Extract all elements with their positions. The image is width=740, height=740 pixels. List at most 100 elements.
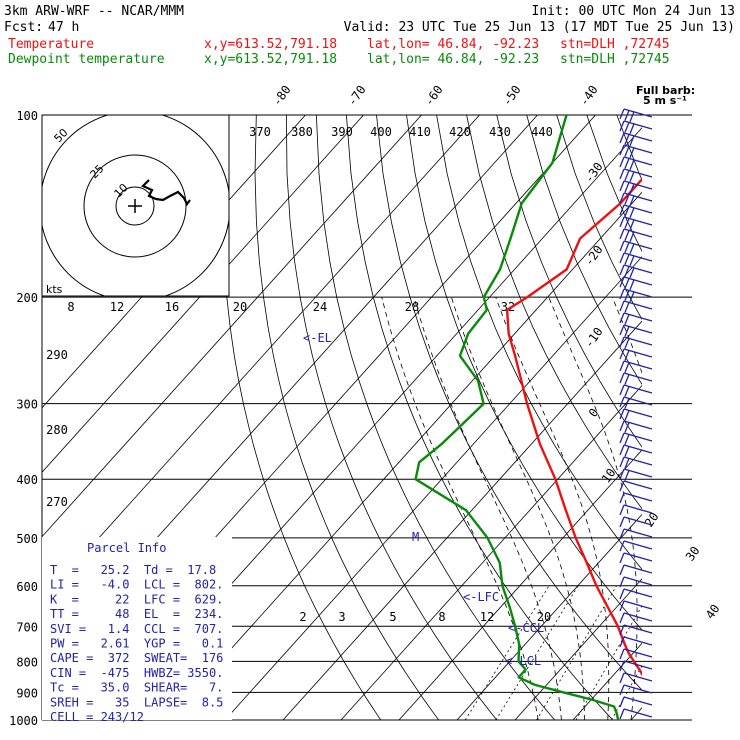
wind-barb-flag	[619, 504, 625, 516]
wind-barb-icon	[619, 348, 653, 361]
dry-adiabat-line	[286, 115, 498, 720]
wind-barb-icon	[619, 420, 653, 433]
dry-adiabat-line	[496, 115, 642, 448]
mixing-ratio-top-label: 20	[233, 300, 247, 314]
isotherm-line	[224, 256, 642, 720]
isotherm-label: -30	[582, 160, 606, 186]
wind-barb-flag	[619, 648, 625, 660]
wind-barb-icon	[619, 480, 653, 492]
wind-barb-flag	[624, 158, 630, 169]
wind-barb-flag	[619, 156, 625, 168]
wind-barb-flag	[624, 278, 630, 289]
parcel-info-row: SREH = 35 LAPSE= 8.5	[50, 695, 223, 709]
wind-barb-flag	[619, 228, 625, 240]
wind-barb-shaft	[623, 600, 653, 610]
wind-barb-flag	[619, 576, 625, 588]
wind-barb-flag	[619, 168, 625, 180]
theta-label: 270	[46, 495, 68, 509]
wind-barb-icon	[619, 648, 653, 660]
wind-barb-flag	[624, 362, 630, 373]
dry-adiabat-line	[647, 115, 740, 720]
wind-barb-flag	[619, 612, 625, 624]
wind-barb-flag	[619, 336, 625, 348]
ccl-marker: <-CCL	[508, 621, 544, 635]
wind-barb-icon	[619, 552, 653, 564]
wind-barb-flag	[629, 111, 635, 123]
mixing-ratio-top-label: 28	[405, 300, 419, 314]
wind-barb-flag	[629, 219, 635, 231]
wind-barb-flag	[629, 291, 635, 303]
mixing-ratio-low-label: 5	[389, 610, 396, 624]
hodograph-center-icon	[128, 199, 142, 213]
pressure-axis: 100 200 300 400 500 600 700 800 900 1000	[9, 109, 692, 728]
wind-barb-icon	[619, 684, 653, 696]
mixing-ratio-low-label: 20	[537, 610, 551, 624]
wind-barb-flag	[624, 398, 630, 409]
isotherm-label: -70	[345, 83, 369, 109]
wind-barb-shaft	[623, 552, 653, 562]
wind-barb-flag	[619, 420, 625, 432]
dry-adiabat-line	[376, 115, 642, 691]
dry-adiabat-line	[254, 115, 440, 720]
moist-adiabat-line	[548, 296, 638, 720]
dry-adiabat-line	[616, 115, 642, 181]
isotherm-label: -10	[582, 325, 606, 351]
wind-barb-flag	[619, 288, 625, 300]
parcel-info-row: CELL = 243/12	[50, 710, 144, 724]
wind-barb-shaft	[623, 696, 653, 706]
wind-barb-icon	[619, 432, 653, 445]
wind-barb-flag	[624, 122, 630, 133]
wind-barb-flag	[619, 672, 625, 684]
wind-barb-icon	[619, 384, 653, 397]
dry-adiabat-line	[586, 115, 642, 253]
wind-barb-flag	[619, 300, 625, 312]
parcel-info-row: TT = 48 EL = 234.	[50, 607, 223, 621]
dry-adiabat-line	[556, 115, 642, 321]
wind-barb-flag	[619, 144, 625, 156]
wind-barb-shaft	[623, 528, 653, 538]
dry-adiabat-line	[526, 115, 642, 385]
init-time: Init: 00 UTC Mon 24 Jun 13	[532, 4, 736, 19]
wind-barb-shaft	[623, 492, 653, 502]
wind-barb-flag	[624, 326, 630, 337]
wind-barb-flag	[619, 600, 625, 612]
wind-barb-flag	[619, 684, 625, 696]
mixing-ratio-low-label: 8	[438, 610, 445, 624]
wind-barbs	[619, 108, 653, 720]
wind-barb-shaft	[623, 708, 653, 718]
wind-barb-flag	[619, 276, 625, 288]
theta-label: 290	[46, 348, 68, 362]
pressure-tick-label: 500	[16, 532, 38, 546]
temperature-xy: x,y=613.52,791.18	[204, 37, 337, 52]
moist-adiabat-line	[701, 297, 740, 720]
wind-barb-flag	[624, 254, 630, 265]
wind-barb-flag	[619, 444, 625, 456]
wind-barb-icon	[619, 540, 653, 552]
wind-barb-flag	[629, 183, 635, 195]
theta-e-label: 410	[409, 125, 431, 139]
wind-barb-icon	[619, 180, 653, 195]
wind-barb-flag	[619, 240, 625, 252]
wind-barb-flag	[619, 468, 625, 480]
parcel-info-rows: T = 25.2 Td = 17.8LI = -4.0 LCL = 802.K …	[50, 563, 223, 724]
isotherm-label: -40	[577, 83, 601, 109]
wind-barb-flag	[624, 134, 630, 145]
wind-barb-flag	[624, 338, 630, 349]
dewpoint-latlon: lat,lon= 46.84, -92.23	[367, 52, 539, 67]
wind-barb-flag	[624, 386, 630, 397]
isotherm-line	[398, 449, 642, 720]
wind-barb-flag	[619, 432, 625, 444]
theta-e-label: 430	[489, 125, 511, 139]
wind-barb-flag	[619, 456, 625, 468]
wind-barb-flag	[629, 255, 635, 267]
wind-barb-flag	[619, 540, 625, 552]
wind-barb-flag	[619, 204, 625, 216]
wind-barb-icon	[619, 456, 653, 469]
mixing-ratio-low-label: 2	[299, 610, 306, 624]
pressure-tick-label: 400	[16, 473, 38, 487]
wind-barb-flag	[619, 408, 625, 420]
parcel-info-row: CAPE = 372 SWEAT= 176	[50, 651, 223, 665]
wind-barb-flag	[619, 696, 625, 708]
wind-barb-flag	[629, 159, 635, 171]
mixing-ratio-line	[536, 585, 617, 720]
